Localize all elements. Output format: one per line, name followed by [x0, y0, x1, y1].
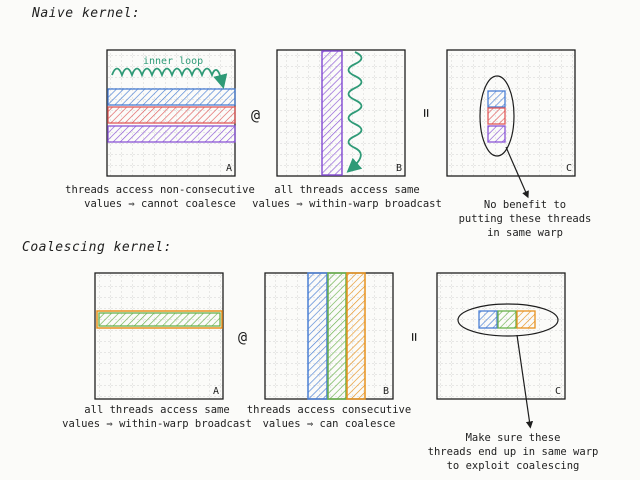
- naive-c-cell-purple: [487, 125, 506, 143]
- naive-c-warp-ellipse: [479, 75, 515, 157]
- coal-a-caption-line1: all threads access same: [84, 404, 230, 416]
- coal-b-caption: threads access consecutive values ⇒ can …: [229, 403, 429, 431]
- naive-matrix-c: [446, 49, 576, 199]
- coal-c-cell-orange: [516, 310, 536, 329]
- naive-c-note-line1: No benefit to: [483, 199, 567, 211]
- coal-b-col-blue: [307, 272, 328, 400]
- coal-c-note: Make sure these threads end up in same w…: [418, 431, 608, 473]
- naive-matmul-operator: @: [251, 106, 261, 124]
- naive-a-row-purple: [107, 125, 236, 143]
- coal-equals-operator: =: [405, 332, 424, 342]
- coal-matrix-a: [94, 272, 224, 400]
- coal-c-note-line1: Make sure these: [465, 432, 561, 444]
- coal-matmul-operator: @: [238, 328, 248, 346]
- naive-a-caption-line1: threads access non-consecutive: [65, 184, 255, 196]
- coal-b-caption-line2: values ⇒ can coalesce: [262, 418, 396, 430]
- coal-c-note-line2: threads end up in same warp: [427, 446, 599, 458]
- naive-a-caption: threads access non-consecutive values ⇒ …: [60, 183, 260, 211]
- naive-b-label: B: [396, 163, 403, 174]
- naive-c-cell-red: [487, 107, 506, 125]
- coal-b-label: B: [383, 386, 390, 397]
- coal-a-caption: all threads access same values ⇒ within-…: [57, 403, 257, 431]
- naive-b-caption-line1: all threads access same: [274, 184, 420, 196]
- coal-c-warp-ellipse: [457, 303, 559, 337]
- coal-matrix-c: [436, 272, 566, 429]
- naive-b-caption: all threads access same values ⇒ within-…: [247, 183, 447, 211]
- naive-matrix-a: [106, 49, 236, 177]
- coal-a-label: A: [213, 386, 220, 397]
- coal-c-label: C: [555, 386, 562, 397]
- naive-matrix-b: [276, 49, 406, 177]
- coal-c-cell-green: [497, 310, 517, 329]
- coal-b-col-orange: [346, 272, 366, 400]
- naive-a-row-red: [107, 106, 236, 124]
- naive-c-cell-blue: [487, 90, 506, 108]
- naive-equals-operator: =: [417, 108, 436, 118]
- naive-c-note-line3: in same warp: [487, 227, 563, 239]
- coal-a-caption-line2: values ⇒ within-warp broadcast: [62, 418, 252, 430]
- inner-loop-label: inner loop: [143, 56, 204, 67]
- coalescing-section-title: Coalescing kernel:: [22, 240, 172, 255]
- naive-a-caption-line2: values ⇒ cannot coalesce: [84, 198, 236, 210]
- coal-a-row-green: [98, 312, 221, 327]
- naive-b-loop-arrow: [346, 51, 363, 173]
- coal-c-cell-blue: [478, 310, 498, 329]
- coal-b-caption-line1: threads access consecutive: [246, 404, 412, 416]
- naive-c-note-line2: putting these threads: [458, 213, 592, 225]
- coal-a-row-orange: [96, 310, 223, 329]
- naive-a-row-blue: [107, 88, 236, 106]
- naive-b-col-purple: [321, 50, 343, 176]
- naive-c-note: No benefit to putting these threads in s…: [445, 198, 605, 240]
- naive-b-caption-line2: values ⇒ within-warp broadcast: [252, 198, 442, 210]
- coal-matrix-b: [264, 272, 394, 400]
- naive-c-label: C: [566, 163, 573, 174]
- coal-c-note-line3: to exploit coalescing: [446, 460, 580, 472]
- naive-a-label: A: [226, 163, 233, 174]
- coal-b-col-green: [327, 272, 347, 400]
- naive-section-title: Naive kernel:: [32, 6, 141, 21]
- inner-loop-arrow: [111, 67, 228, 89]
